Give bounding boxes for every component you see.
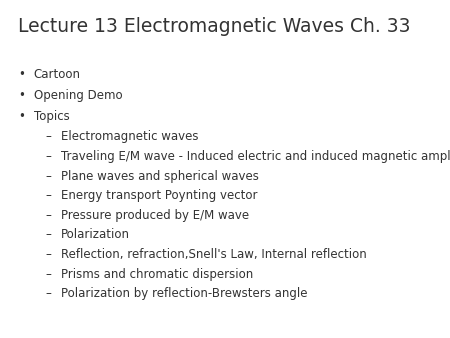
Text: –: – bbox=[45, 170, 51, 183]
Text: Cartoon: Cartoon bbox=[34, 68, 81, 80]
Text: –: – bbox=[45, 287, 51, 300]
Text: Polarization by reflection-Brewsters angle: Polarization by reflection-Brewsters ang… bbox=[61, 287, 307, 300]
Text: Polarization: Polarization bbox=[61, 228, 130, 241]
Text: Prisms and chromatic dispersion: Prisms and chromatic dispersion bbox=[61, 268, 253, 281]
Text: Pressure produced by E/M wave: Pressure produced by E/M wave bbox=[61, 209, 249, 222]
Text: –: – bbox=[45, 228, 51, 241]
Text: Plane waves and spherical waves: Plane waves and spherical waves bbox=[61, 170, 259, 183]
Text: –: – bbox=[45, 189, 51, 202]
Text: –: – bbox=[45, 130, 51, 143]
Text: •: • bbox=[18, 68, 25, 80]
Text: •: • bbox=[18, 110, 25, 122]
Text: Opening Demo: Opening Demo bbox=[34, 89, 122, 101]
Text: Energy transport Poynting vector: Energy transport Poynting vector bbox=[61, 189, 257, 202]
Text: Topics: Topics bbox=[34, 110, 69, 122]
Text: –: – bbox=[45, 209, 51, 222]
Text: –: – bbox=[45, 150, 51, 163]
Text: –: – bbox=[45, 248, 51, 261]
Text: Reflection, refraction,Snell's Law, Internal reflection: Reflection, refraction,Snell's Law, Inte… bbox=[61, 248, 366, 261]
Text: •: • bbox=[18, 89, 25, 101]
Text: –: – bbox=[45, 268, 51, 281]
Text: Electromagnetic waves: Electromagnetic waves bbox=[61, 130, 198, 143]
Text: Traveling E/M wave - Induced electric and induced magnetic amplitudes: Traveling E/M wave - Induced electric an… bbox=[61, 150, 450, 163]
Text: Lecture 13 Electromagnetic Waves Ch. 33: Lecture 13 Electromagnetic Waves Ch. 33 bbox=[18, 17, 410, 36]
